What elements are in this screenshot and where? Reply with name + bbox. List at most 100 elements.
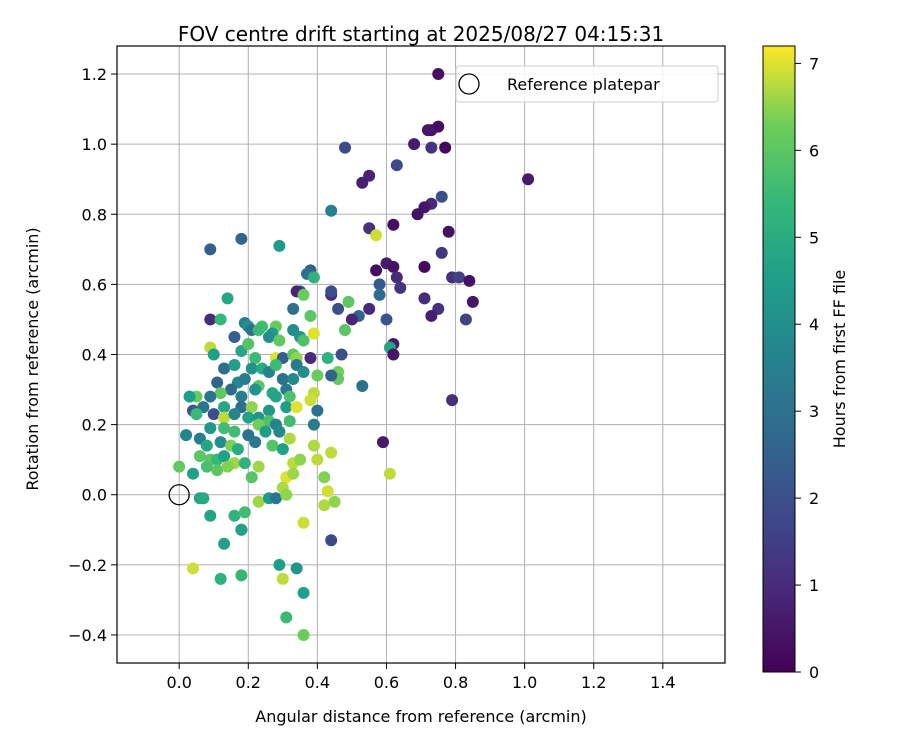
data-point: [321, 352, 334, 365]
data-point: [307, 271, 320, 284]
data-point: [193, 450, 206, 463]
data-point: [425, 309, 438, 322]
data-point: [325, 204, 338, 217]
data-point: [363, 302, 376, 315]
data-point: [218, 362, 231, 375]
data-point: [297, 366, 310, 379]
colorbar-tick-label: 3: [809, 402, 819, 421]
data-point: [228, 330, 241, 343]
data-point: [207, 348, 220, 361]
legend: Reference platepar: [455, 65, 719, 103]
data-point: [311, 369, 324, 382]
data-point: [425, 141, 438, 154]
legend-label: Reference platepar: [507, 75, 660, 94]
data-point: [245, 362, 258, 375]
colorbar-tick-label: 7: [809, 54, 819, 73]
x-tick-label: 1.0: [512, 673, 537, 692]
data-point: [183, 390, 196, 403]
colorbar-gradient: [762, 45, 796, 673]
data-point: [307, 327, 320, 340]
data-point: [345, 313, 358, 326]
data-point: [252, 460, 265, 473]
data-point: [245, 471, 258, 484]
data-point: [204, 422, 217, 435]
y-tick-label: 0.4: [82, 346, 107, 365]
data-point: [242, 337, 255, 350]
data-point: [377, 436, 389, 449]
colorbar: 0 1 2 3 4 5 6 7 Hours from first FF file: [762, 45, 849, 682]
data-point: [307, 418, 320, 431]
data-point: [204, 243, 217, 256]
chart-title: FOV centre drift starting at 2025/08/27 …: [178, 22, 664, 46]
data-point: [435, 190, 448, 203]
data-point: [249, 383, 262, 396]
y-tick-label: 0.0: [82, 486, 107, 505]
x-axis-ticks: 0.0 0.2 0.4 0.6 0.8 1.0 1.2 1.4: [166, 663, 676, 692]
x-tick-label: 1.2: [581, 673, 606, 692]
data-point: [290, 562, 303, 575]
colorbar-tick-label: 4: [809, 315, 819, 334]
data-point: [269, 359, 282, 372]
data-point: [356, 176, 369, 189]
data-point: [214, 572, 227, 585]
data-point: [283, 432, 296, 445]
data-point: [276, 572, 289, 585]
data-point: [266, 439, 279, 452]
data-point: [335, 348, 348, 361]
colorbar-tick-label: 2: [809, 489, 819, 508]
data-point: [231, 443, 244, 456]
colorbar-tick-label: 6: [809, 141, 819, 160]
y-tick-label: −0.2: [68, 556, 107, 575]
y-tick-label: 0.6: [82, 275, 107, 294]
data-point: [287, 373, 300, 386]
data-point: [276, 443, 289, 456]
data-point: [339, 323, 351, 336]
data-point: [218, 450, 231, 463]
data-point: [200, 439, 213, 452]
legend-marker: [458, 73, 480, 95]
data-point: [235, 569, 248, 582]
data-point: [294, 453, 307, 466]
data-point: [211, 464, 224, 477]
data-point: [218, 537, 231, 550]
data-point: [228, 359, 241, 372]
plot-frame: [116, 45, 726, 664]
data-point: [307, 439, 320, 452]
data-point: [197, 492, 210, 505]
data-point: [373, 288, 386, 301]
data-point: [218, 422, 231, 435]
data-point: [411, 208, 424, 221]
data-point: [283, 390, 296, 403]
y-tick-label: 0.2: [82, 416, 107, 435]
data-point: [297, 586, 310, 599]
data-point: [283, 415, 296, 428]
data-point: [204, 509, 217, 522]
data-point: [218, 411, 231, 424]
data-point: [390, 159, 403, 172]
data-point: [280, 611, 293, 624]
reference-marker: [168, 484, 190, 506]
data-point: [390, 271, 403, 284]
data-point: [200, 460, 213, 473]
data-point: [214, 387, 227, 400]
data-point: [297, 288, 310, 301]
y-tick-label: 1.0: [82, 135, 107, 154]
data-point: [459, 313, 472, 326]
data-point: [235, 523, 248, 536]
data-point: [252, 495, 265, 508]
colorbar-label: Hours from first FF file: [830, 270, 849, 449]
data-point: [383, 467, 396, 480]
data-point: [228, 425, 241, 438]
data-point: [387, 348, 400, 361]
data-point: [287, 467, 300, 480]
data-point: [245, 401, 258, 414]
data-point: [321, 485, 334, 498]
data-point: [173, 460, 186, 473]
data-point: [235, 390, 248, 403]
data-point: [290, 401, 303, 414]
data-point: [273, 239, 286, 252]
data-point: [249, 436, 262, 449]
data-point: [218, 401, 231, 414]
data-point: [304, 309, 317, 322]
